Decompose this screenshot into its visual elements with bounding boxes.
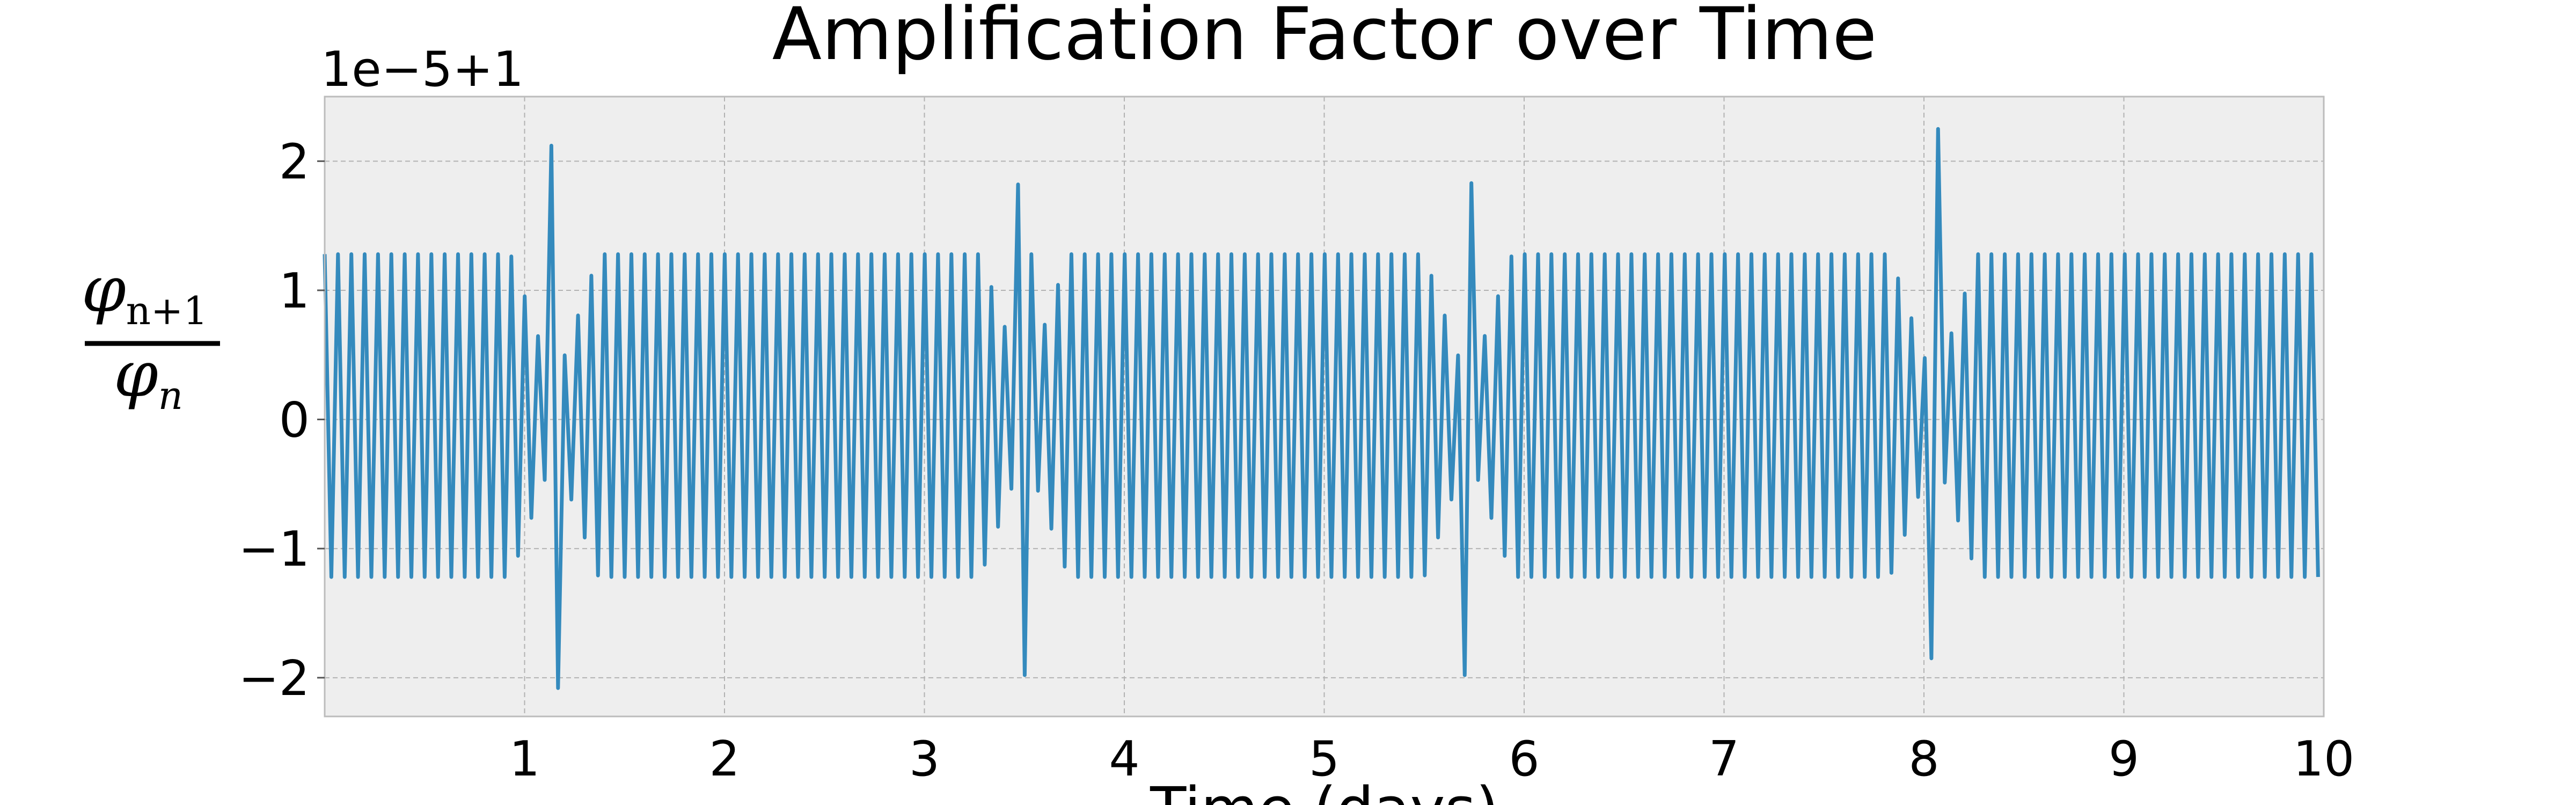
plot-frame: [324, 96, 2325, 718]
y-label-numerator-subscript: n+1: [126, 288, 208, 333]
x-axis-label: Time (days): [1150, 774, 1499, 805]
series-line-layer: [323, 127, 2320, 690]
x-tick-label: 8: [1908, 731, 1939, 787]
x-tick-label: 2: [709, 731, 740, 787]
chart-title: Amplification Factor over Time: [772, 0, 1877, 76]
y-tick-label: −1: [238, 521, 310, 577]
x-tick-label: 4: [1109, 731, 1139, 787]
y-label-denominator: φn: [114, 337, 183, 418]
y-offset-label: 1e−5+1: [321, 41, 524, 98]
y-label-denominator-subscript: n: [158, 373, 183, 418]
y-tick-label: 0: [279, 392, 310, 449]
x-tick-label: 6: [1509, 731, 1539, 787]
y-label-numerator: φn+1: [82, 252, 208, 333]
y-tick-label: 1: [279, 263, 310, 319]
x-tick-labels: 1 2 3 4 5 6 7 8 9 10: [509, 731, 2354, 787]
y-label-denominator-symbol: φ: [114, 337, 158, 411]
x-tick-label: 1: [509, 731, 540, 787]
series-line: [323, 127, 2320, 690]
x-tick-label: 10: [2293, 731, 2355, 787]
x-tick-label: 3: [909, 731, 940, 787]
x-tick-label: 7: [1709, 731, 1739, 787]
y-tick-labels: −2 −1 0 1 2: [238, 134, 325, 707]
y-label-numerator-symbol: φ: [82, 252, 126, 326]
y-tick-label: −2: [238, 650, 310, 707]
x-tick-label: 9: [2109, 731, 2139, 787]
y-axis-label: φn+1 φn: [82, 252, 220, 418]
y-tick-label: 2: [279, 134, 310, 190]
x-tick-label: 5: [1309, 731, 1340, 787]
